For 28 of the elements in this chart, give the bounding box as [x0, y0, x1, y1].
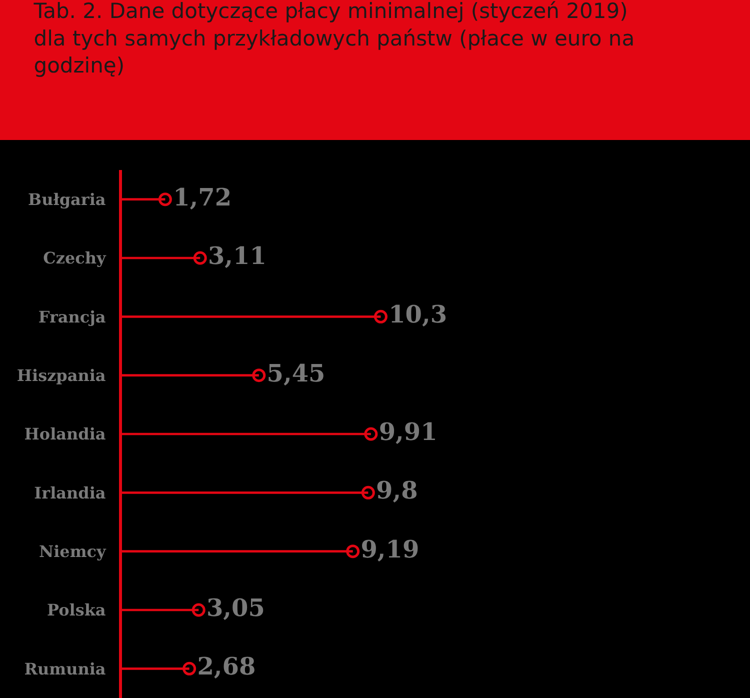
data-label: 2,68 [197, 652, 256, 681]
point [346, 544, 360, 558]
y-tick-label: Francja [38, 307, 106, 326]
point [158, 192, 172, 206]
y-tick-label: Holandia [24, 424, 106, 444]
point [364, 427, 378, 441]
data-label: 3,05 [206, 593, 265, 622]
point [252, 368, 266, 382]
data-label: 10,3 [388, 300, 448, 329]
chart-title: Tab. 2. Dane dotyczące płacy minimalnej (styczeń 2019) dla tych samych przykładowych państw (płace w euro na godzinę) [32, 0, 635, 78]
y-tick-label: Niemcy [38, 542, 106, 561]
point [193, 251, 207, 265]
point [182, 662, 196, 676]
data-label: 9,8 [376, 476, 418, 505]
point [361, 486, 375, 500]
point [374, 310, 388, 324]
point [192, 603, 206, 617]
data-label: 3,11 [208, 241, 266, 270]
y-tick-label: Polska [46, 600, 106, 620]
data-label: 9,19 [360, 534, 420, 564]
y-tick-label: Rumunia [24, 659, 106, 678]
y-tick-label: Hiszpania [16, 366, 106, 385]
data-label: 1,72 [173, 182, 232, 212]
data-label: 5,45 [266, 358, 326, 388]
data-label: 9,91 [378, 417, 438, 446]
y-tick-label: Bułgaria [28, 190, 106, 209]
y-tick-label: Czechy [43, 248, 107, 268]
y-tick-label: Irlandia [34, 483, 106, 502]
